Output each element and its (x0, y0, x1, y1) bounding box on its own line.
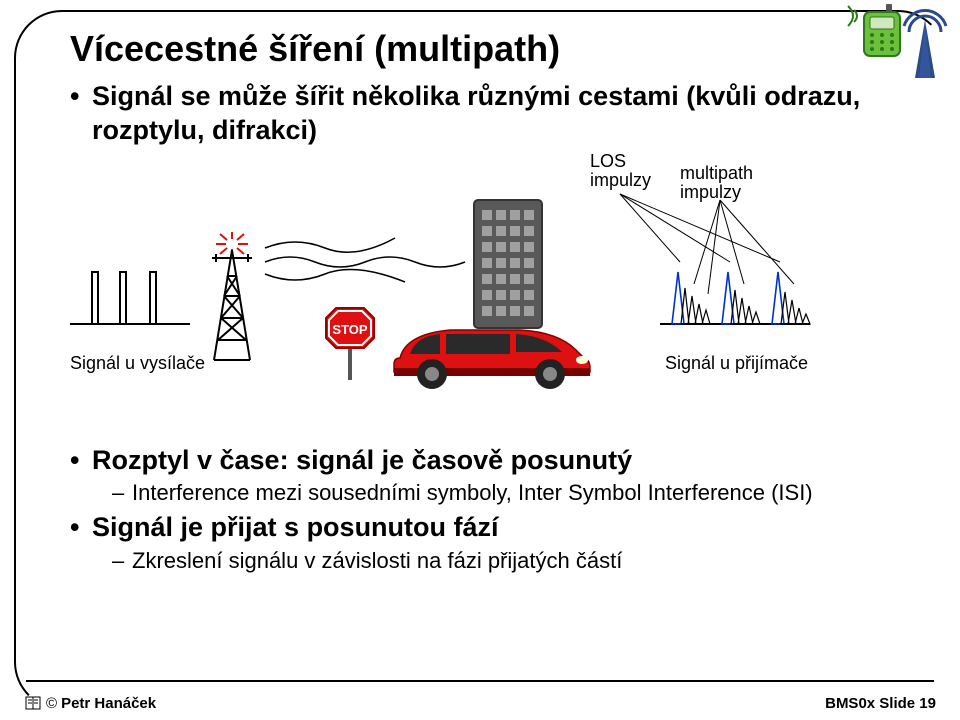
author-name: Petr Hanáček (61, 695, 156, 712)
bullet-time-dispersion-text: Rozptyl v čase: signál je časově posunut… (92, 445, 632, 475)
subbullet-distortion: Zkreslení signálu v závislosti na fázi p… (112, 547, 890, 575)
footer-author: © Petr Hanáček (24, 694, 156, 712)
book-icon (24, 694, 42, 712)
svg-text:STOP: STOP (332, 322, 367, 337)
stop-sign-icon: STOP (322, 304, 378, 382)
subbullet-isi: Interference mezi sousedními symboly, In… (112, 479, 890, 507)
annotation-lines (590, 154, 850, 334)
multipath-diagram: LOS impulzy multipath impulzy Signál u v… (70, 154, 890, 424)
bullet-multipath-intro: Signál se může šířit několika různými ce… (70, 80, 890, 148)
rx-axis-label: Signál u přijímače (665, 354, 808, 374)
footer-divider (26, 680, 934, 682)
car-icon (380, 314, 600, 394)
propagation-waves-icon (260, 224, 490, 294)
bullet-phase-shift: Signál je přijat s posunutou fází Zkresl… (70, 511, 890, 574)
bullet-time-dispersion: Rozptyl v čase: signál je časově posunut… (70, 444, 890, 507)
slide-title: Vícecestné šíření (multipath) (70, 28, 890, 70)
tx-pulse-chart (70, 254, 200, 334)
footer-slide-number: BMS0x Slide 19 (825, 695, 936, 712)
bullet-phase-shift-text: Signál je přijat s posunutou fází (92, 512, 499, 542)
copyright-symbol: © (46, 695, 57, 712)
tx-axis-label: Signál u vysílače (70, 354, 205, 374)
